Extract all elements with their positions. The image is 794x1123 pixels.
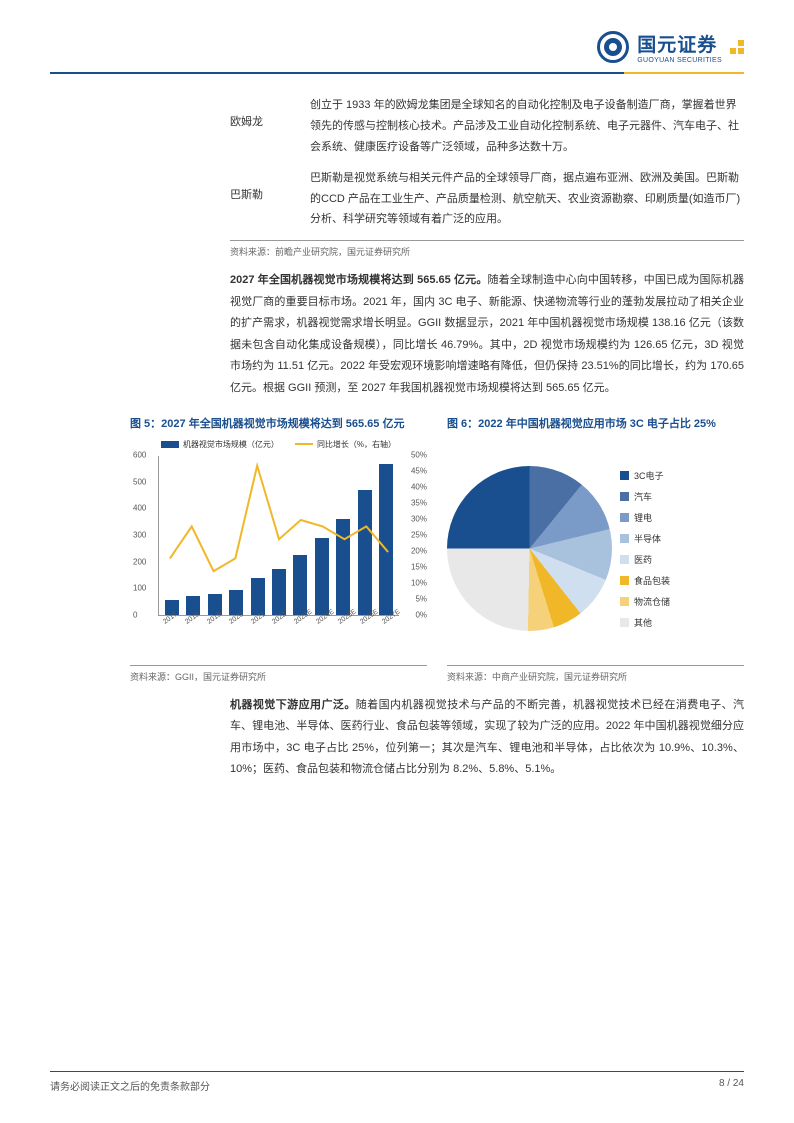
logo-en: GUOYUAN SECURITIES <box>637 57 722 64</box>
legend-swatch-line <box>295 443 313 445</box>
pie-legend: 3C电子汽车锂电半导体医药食品包装物流仓储其他 <box>620 469 670 629</box>
chart5-title: 图 5：2027 年全国机器视觉市场规模将达到 565.65 亿元 <box>130 415 427 431</box>
pie-swatch <box>620 513 629 522</box>
pie-legend-label: 食品包装 <box>634 574 670 587</box>
company-name: 巴斯勒 <box>230 168 310 231</box>
company-desc: 创立于 1933 年的欧姆龙集团是全球知名的自动化控制及电子设备制造厂商，掌握着… <box>310 95 744 158</box>
chart6-title: 图 6：2022 年中国机器视觉应用市场 3C 电子占比 25% <box>447 415 744 431</box>
footer: 请务必阅读正文之后的免责条款部分 8 / 24 <box>50 1071 744 1093</box>
pie-legend-item: 食品包装 <box>620 574 670 587</box>
pie-chart: 3C电子汽车锂电半导体医药食品包装物流仓储其他 <box>447 439 744 659</box>
company-name: 欧姆龙 <box>230 95 310 158</box>
company-row: 欧姆龙 创立于 1933 年的欧姆龙集团是全球知名的自动化控制及电子设备制造厂商… <box>50 95 744 158</box>
pie-legend-item: 汽车 <box>620 490 670 503</box>
bar-chart: 机器视觉市场规模（亿元） 同比增长（%，右轴） 0100200300400500… <box>130 439 427 659</box>
content-area: 欧姆龙 创立于 1933 年的欧姆龙集团是全球知名的自动化控制及电子设备制造厂商… <box>50 95 744 1053</box>
company-row: 巴斯勒 巴斯勒是视觉系统与相关元件产品的全球领导厂商，据点遍布亚洲、欧洲及美国。… <box>50 168 744 231</box>
charts-row: 机器视觉市场规模（亿元） 同比增长（%，右轴） 0100200300400500… <box>50 439 744 659</box>
pie-legend-item: 其他 <box>620 616 670 629</box>
pie-legend-label: 物流仓储 <box>634 595 670 608</box>
chart-titles-row: 图 5：2027 年全国机器视觉市场规模将达到 565.65 亿元 图 6：20… <box>50 415 744 431</box>
pie-swatch <box>620 597 629 606</box>
chart5-source: 资料来源：GGII，国元证券研究所 <box>130 665 427 683</box>
logo-text: 国元证券 GUOYUAN SECURITIES <box>637 30 722 64</box>
pie-legend-label: 3C电子 <box>634 469 664 482</box>
chart-sources-row: 资料来源：GGII，国元证券研究所 资料来源：中商产业研究院，国元证券研究所 <box>50 665 744 683</box>
table-source: 资料来源：前瞻产业研究院，国元证券研究所 <box>230 240 744 258</box>
pie-legend-label: 医药 <box>634 553 652 566</box>
header-divider <box>50 72 744 74</box>
pie-legend-label: 汽车 <box>634 490 652 503</box>
legend-label-1: 机器视觉市场规模（亿元） <box>183 439 279 450</box>
pie-legend-label: 锂电 <box>634 511 652 524</box>
paragraph-1: 2027 年全国机器视觉市场规模将达到 565.65 亿元。随着全球制造中心向中… <box>50 270 744 399</box>
pie-swatch <box>620 492 629 501</box>
x-axis-labels: 2017201820192020202120222023E2024E2025E2… <box>158 620 399 627</box>
growth-line <box>159 456 399 615</box>
legend-label-2: 同比增长（%，右轴） <box>317 439 396 450</box>
pie-swatch <box>620 618 629 627</box>
para1-body: 随着全球制造中心向中国转移，中国已成为国际机器视觉厂商的重要目标市场。2021 … <box>230 274 744 393</box>
pie-swatch <box>620 555 629 564</box>
pie-legend-label: 半导体 <box>634 532 661 545</box>
bar-chart-area: 01002003004005006000%5%10%15%20%25%30%35… <box>158 456 399 616</box>
paragraph-2: 机器视觉下游应用广泛。随着国内机器视觉技术与产品的不断完善，机器视觉技术已经在消… <box>50 695 744 781</box>
pie-swatch <box>620 471 629 480</box>
logo-squares-icon <box>730 40 744 54</box>
bar-chart-legend: 机器视觉市场规模（亿元） 同比增长（%，右轴） <box>130 439 427 450</box>
pie-circle <box>447 466 612 631</box>
pie-legend-item: 物流仓储 <box>620 595 670 608</box>
pie-swatch <box>620 534 629 543</box>
para1-bold: 2027 年全国机器视觉市场规模将达到 565.65 亿元。 <box>230 274 487 286</box>
footer-page: 8 / 24 <box>719 1078 744 1093</box>
para2-bold: 机器视觉下游应用广泛。 <box>230 699 356 711</box>
pie-legend-item: 锂电 <box>620 511 670 524</box>
pie-swatch <box>620 576 629 585</box>
header: 国元证券 GUOYUAN SECURITIES <box>597 30 744 64</box>
footer-disclaimer: 请务必阅读正文之后的免责条款部分 <box>50 1078 210 1093</box>
legend-swatch-bar <box>161 441 179 448</box>
logo-cn: 国元证券 <box>637 30 722 57</box>
pie-legend-item: 半导体 <box>620 532 670 545</box>
pie-legend-item: 3C电子 <box>620 469 670 482</box>
chart6-source: 资料来源：中商产业研究院，国元证券研究所 <box>447 665 744 683</box>
pie-legend-item: 医药 <box>620 553 670 566</box>
pie-legend-label: 其他 <box>634 616 652 629</box>
logo-icon <box>597 31 629 63</box>
company-desc: 巴斯勒是视觉系统与相关元件产品的全球领导厂商，据点遍布亚洲、欧洲及美国。巴斯勒的… <box>310 168 744 231</box>
